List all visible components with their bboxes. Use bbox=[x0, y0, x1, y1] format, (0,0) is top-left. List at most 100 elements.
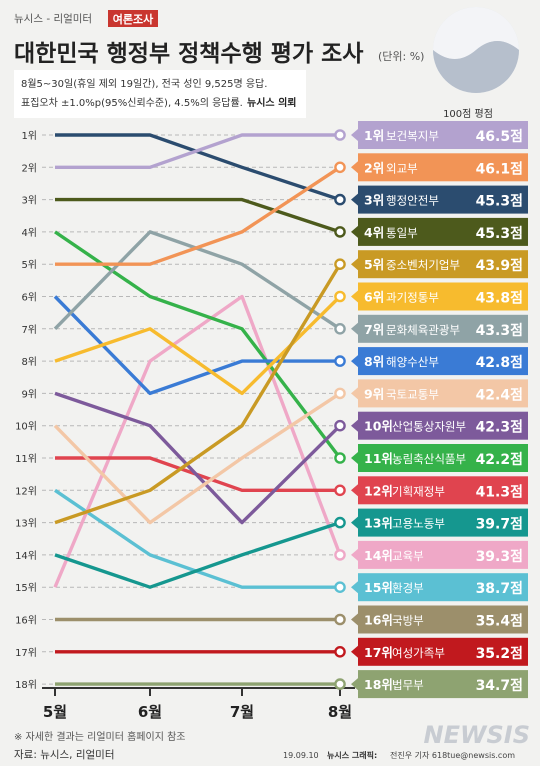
ranking-tag-rank: 2위 bbox=[364, 160, 384, 175]
ranking-tag-pointer bbox=[351, 645, 358, 658]
ranking-tag-score: 42.4점 bbox=[476, 386, 523, 403]
ranking-tag-rank: 11위 bbox=[364, 451, 393, 466]
ranking-tag-pointer bbox=[351, 161, 358, 174]
ranking-tag-ministry: 농림축산식품부 bbox=[392, 452, 466, 466]
ranking-tag bbox=[358, 250, 528, 279]
ranking-tag bbox=[358, 444, 528, 472]
survey-note-line2: 표집오차 ±1.0%p(95%신뢰수준), 4.5%의 응답률. bbox=[21, 97, 243, 109]
ranking-tag-rank: 3위 bbox=[364, 193, 384, 208]
rank-axis-label: 1위 bbox=[21, 129, 37, 142]
ranking-tag-score: 46.1점 bbox=[476, 160, 523, 177]
series-end-marker bbox=[334, 193, 346, 206]
series-end-marker bbox=[334, 484, 346, 497]
series-end-marker bbox=[334, 678, 346, 690]
ranking-tag bbox=[358, 185, 528, 214]
ranking-tag-rank: 1위 bbox=[364, 128, 384, 143]
ranking-tag-score: 41.3점 bbox=[476, 483, 523, 500]
ranking-tag-pointer bbox=[351, 452, 358, 464]
ranking-tag-score: 45.3점 bbox=[476, 225, 523, 242]
ranking-tag-score: 42.3점 bbox=[476, 419, 523, 436]
ranking-tag-score: 42.8점 bbox=[476, 354, 523, 371]
series-line bbox=[54, 391, 342, 525]
ranking-tag-rank: 17위 bbox=[364, 645, 393, 660]
ranking-tag-ministry: 외교부 bbox=[386, 161, 418, 175]
footer: ※ 자세한 결과는 리얼미터 홈페이지 참조 자료: 뉴시스, 리얼미터 19.… bbox=[14, 721, 530, 761]
ranking-tag-pointer bbox=[351, 516, 358, 529]
ranking-tag-ministry: 법무부 bbox=[392, 678, 424, 692]
ranking-tag bbox=[358, 347, 528, 376]
ranking-tag-pointer bbox=[351, 129, 358, 141]
rank-axis-label: 16위 bbox=[15, 614, 37, 627]
ranking-tag bbox=[358, 121, 528, 149]
ranking-tag-ministry: 통일부 bbox=[386, 226, 418, 240]
series-end-marker bbox=[334, 646, 346, 658]
ranking-tag-score: 35.2점 bbox=[476, 645, 523, 662]
ranking-tag-rank: 8위 bbox=[364, 354, 384, 369]
rank-axis-label: 7위 bbox=[21, 323, 37, 336]
ranking-tag-rank: 12위 bbox=[364, 483, 393, 498]
rank-axis-label: 11위 bbox=[15, 452, 37, 465]
ranking-tag-rank: 7위 bbox=[364, 322, 384, 337]
ranking-tag bbox=[358, 153, 528, 182]
series-end-marker bbox=[334, 419, 346, 432]
series-end-marker bbox=[334, 516, 346, 529]
rank-axis-label: 3위 bbox=[21, 194, 37, 207]
ranking-tag-ministry: 과기정통부 bbox=[386, 291, 439, 305]
series-line bbox=[54, 295, 342, 396]
series-end-marker bbox=[334, 258, 346, 271]
rank-axis-label: 6위 bbox=[21, 291, 37, 304]
ranking-tag bbox=[358, 573, 528, 602]
rank-axis-label: 12위 bbox=[15, 484, 37, 497]
ranking-tag-score: 43.3점 bbox=[476, 322, 523, 339]
ranking-tag-rank: 6위 bbox=[364, 290, 384, 305]
ranking-tag bbox=[358, 282, 528, 311]
series-line bbox=[55, 197, 341, 234]
ranking-tag-pointer bbox=[351, 548, 358, 561]
ranking-tag-ministry: 국방부 bbox=[392, 614, 424, 628]
survey-badge: 여론조사 bbox=[113, 12, 154, 26]
survey-note-client: 뉴시스 의뢰 bbox=[247, 96, 296, 109]
rank-axis-label: 14위 bbox=[15, 549, 37, 562]
series-end-marker bbox=[334, 226, 346, 238]
ranking-tags: 1위 보건복지부 46.5점 2위 외교부 46.1점 3위 행정안전부 45.3점 4위 통일부 4… bbox=[351, 121, 528, 699]
ranking-tag-ministry: 환경부 bbox=[392, 581, 424, 595]
ranking-tag-pointer bbox=[351, 613, 358, 626]
ranking-tag-ministry: 교육부 bbox=[392, 549, 424, 563]
ranking-tag-pointer bbox=[351, 355, 358, 368]
rank-axis-label: 8위 bbox=[21, 355, 37, 368]
month-label: 5월 bbox=[43, 703, 67, 721]
ranking-tag-pointer bbox=[351, 290, 358, 303]
ranking-tag-pointer bbox=[351, 387, 358, 400]
ranking-tag bbox=[358, 605, 528, 634]
score-header: 100점 평점 bbox=[443, 108, 493, 120]
ranking-tag-pointer bbox=[351, 322, 358, 335]
ranking-tag-score: 35.4점 bbox=[476, 613, 523, 630]
rank-axis-label: 4위 bbox=[21, 226, 37, 239]
header: 뉴시스 - 리얼미터 여론조사 대한민국 행정부 정책수행 평가 조사 (단위:… bbox=[14, 7, 519, 118]
ranking-tag-rank: 18위 bbox=[364, 677, 393, 692]
ranking-tag bbox=[358, 476, 528, 505]
ranking-tag-rank: 13위 bbox=[364, 516, 393, 531]
month-axis: 5월 6월 7월 8월 bbox=[42, 687, 355, 721]
footnote: ※ 자세한 결과는 리얼미터 홈페이지 참조 bbox=[14, 730, 185, 743]
ranking-tag-pointer bbox=[351, 258, 358, 271]
ranking-tag bbox=[358, 314, 528, 343]
source-brand: 뉴시스 - 리얼미터 bbox=[14, 13, 92, 25]
rank-axis-label: 9위 bbox=[21, 387, 37, 400]
credit-date: 19.09.10 bbox=[283, 751, 319, 760]
ranking-tag bbox=[358, 217, 528, 246]
ranking-tag-ministry: 기획재정부 bbox=[392, 484, 445, 498]
ranking-tag-rank: 15위 bbox=[364, 580, 393, 595]
ranking-tag-ministry: 여성가족부 bbox=[392, 646, 445, 660]
series-line bbox=[55, 133, 340, 170]
ranking-tag-ministry: 해양수산부 bbox=[386, 355, 439, 369]
series-end-marker bbox=[334, 387, 346, 400]
series-end-marker bbox=[334, 549, 346, 561]
series-end-marker bbox=[334, 161, 346, 174]
ranking-tag-pointer bbox=[351, 484, 358, 497]
series-line bbox=[54, 488, 340, 589]
unit-label: (단위: %) bbox=[378, 50, 424, 63]
ranking-tag-pointer bbox=[351, 225, 358, 238]
series-line bbox=[55, 165, 341, 266]
series-end-marker bbox=[334, 322, 346, 335]
